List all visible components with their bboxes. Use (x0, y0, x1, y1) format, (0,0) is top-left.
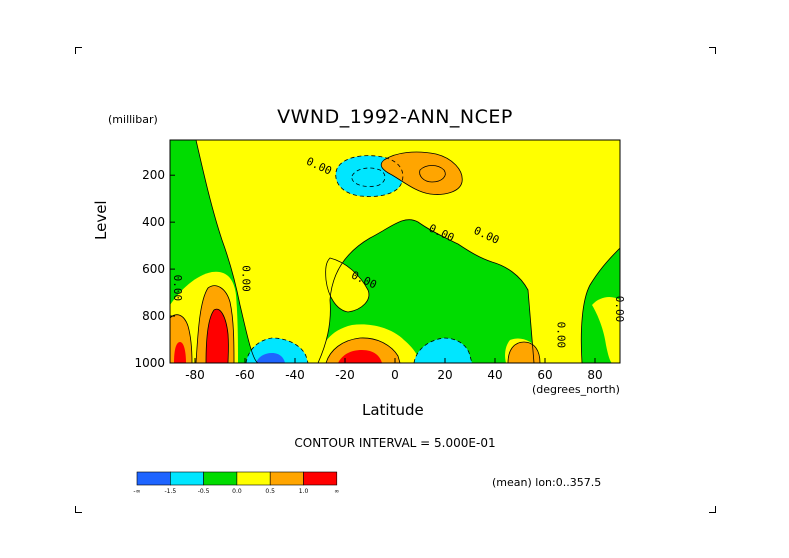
colorbar-label: -0.5 (198, 488, 210, 495)
contour-line (325, 337, 401, 363)
x-tick-label: -20 (335, 368, 355, 382)
contour-line-dashed (245, 337, 309, 363)
contour-value-label: 0.00 (555, 322, 568, 349)
x-tick-label: 0 (391, 368, 399, 382)
contour-lines (170, 140, 620, 363)
colorbar-label: ∞ (334, 488, 339, 495)
contour-region-yellow-band (325, 258, 369, 312)
colorbar-swatch (136, 471, 171, 486)
axis-layer: -80 -60 -40 -20 0 20 40 60 80 200 400 600 800 1000 (134, 168, 602, 382)
colorbar-label: 0.0 (232, 488, 242, 495)
y-tick-label: 1000 (134, 356, 165, 370)
contour-region-yellow-upper (196, 140, 620, 363)
contour-region-blue-south (256, 353, 285, 363)
contour-line (195, 140, 259, 363)
contour-line (170, 314, 193, 363)
y-tick-label: 200 (142, 168, 165, 182)
colorbar-swatch (269, 471, 304, 486)
chart-title: VWND_1992-ANN_NCEP (277, 106, 513, 128)
crop-mark-top-left (75, 47, 82, 54)
colorbar-label: 1.0 (299, 488, 309, 495)
crop-mark-bottom-left (75, 506, 82, 513)
contour-line (195, 285, 235, 363)
x-tick-label: 80 (587, 368, 602, 382)
x-tick-label: 60 (537, 368, 552, 382)
contour-line (380, 151, 463, 195)
contour-region-red-lower (338, 350, 382, 363)
contour-region-red-southwest-2 (174, 342, 186, 363)
negative-contour-lines (245, 155, 473, 363)
contour-interval-label: CONTOUR INTERVAL = 5.000E-01 (294, 436, 496, 450)
contour-region-red-southwest-1 (206, 309, 229, 363)
x-tick-label: 20 (437, 368, 452, 382)
x-tick-label: -60 (235, 368, 255, 382)
contour-value-label: 0.00 (240, 265, 253, 292)
contour-line (419, 165, 446, 183)
colorbar: -∞ -1.5 -0.5 0.0 0.5 1.0 ∞ (133, 471, 339, 495)
contour-line-dashed (413, 337, 473, 363)
contour-field (170, 140, 620, 363)
mean-label: (mean) lon:0..357.5 (492, 476, 602, 489)
contour-line-dashed (335, 155, 404, 197)
y-axis-units: (millibar) (108, 113, 158, 126)
colorbar-label: -1.5 (164, 488, 176, 495)
contour-region-orange-north (508, 342, 540, 363)
colorbar-swatch (203, 471, 238, 486)
x-axis-units: (degrees_north) (532, 383, 620, 396)
contour-value-label: 0.00 (613, 296, 626, 323)
colorbar-swatch (236, 471, 271, 486)
contour-region-cyan-north (414, 338, 472, 363)
colorbar-swatch (303, 471, 338, 486)
colorbar-label: -∞ (133, 488, 140, 495)
contour-line-dashed (351, 167, 386, 187)
contour-line (507, 341, 541, 363)
x-axis-title: Latitude (362, 401, 424, 419)
colorbar-swatch (170, 471, 204, 486)
contour-line (317, 219, 535, 363)
crop-mark-bottom-right (709, 506, 716, 513)
contour-line (205, 308, 229, 363)
contour-region-orange-upper (381, 152, 463, 195)
colorbar-label: 0.5 (265, 488, 275, 495)
y-tick-label: 400 (142, 215, 165, 229)
contour-region-yellow-right (592, 297, 620, 363)
x-tick-label: -40 (285, 368, 305, 382)
x-tick-label: 40 (487, 368, 502, 382)
contour-line (580, 247, 620, 363)
contour-value-label: 0.00 (171, 275, 184, 302)
y-tick-label: 800 (142, 309, 165, 323)
crop-mark-top-right (709, 47, 716, 54)
y-tick-label: 600 (142, 262, 165, 276)
x-tick-label: -80 (185, 368, 205, 382)
contour-line (325, 257, 370, 313)
